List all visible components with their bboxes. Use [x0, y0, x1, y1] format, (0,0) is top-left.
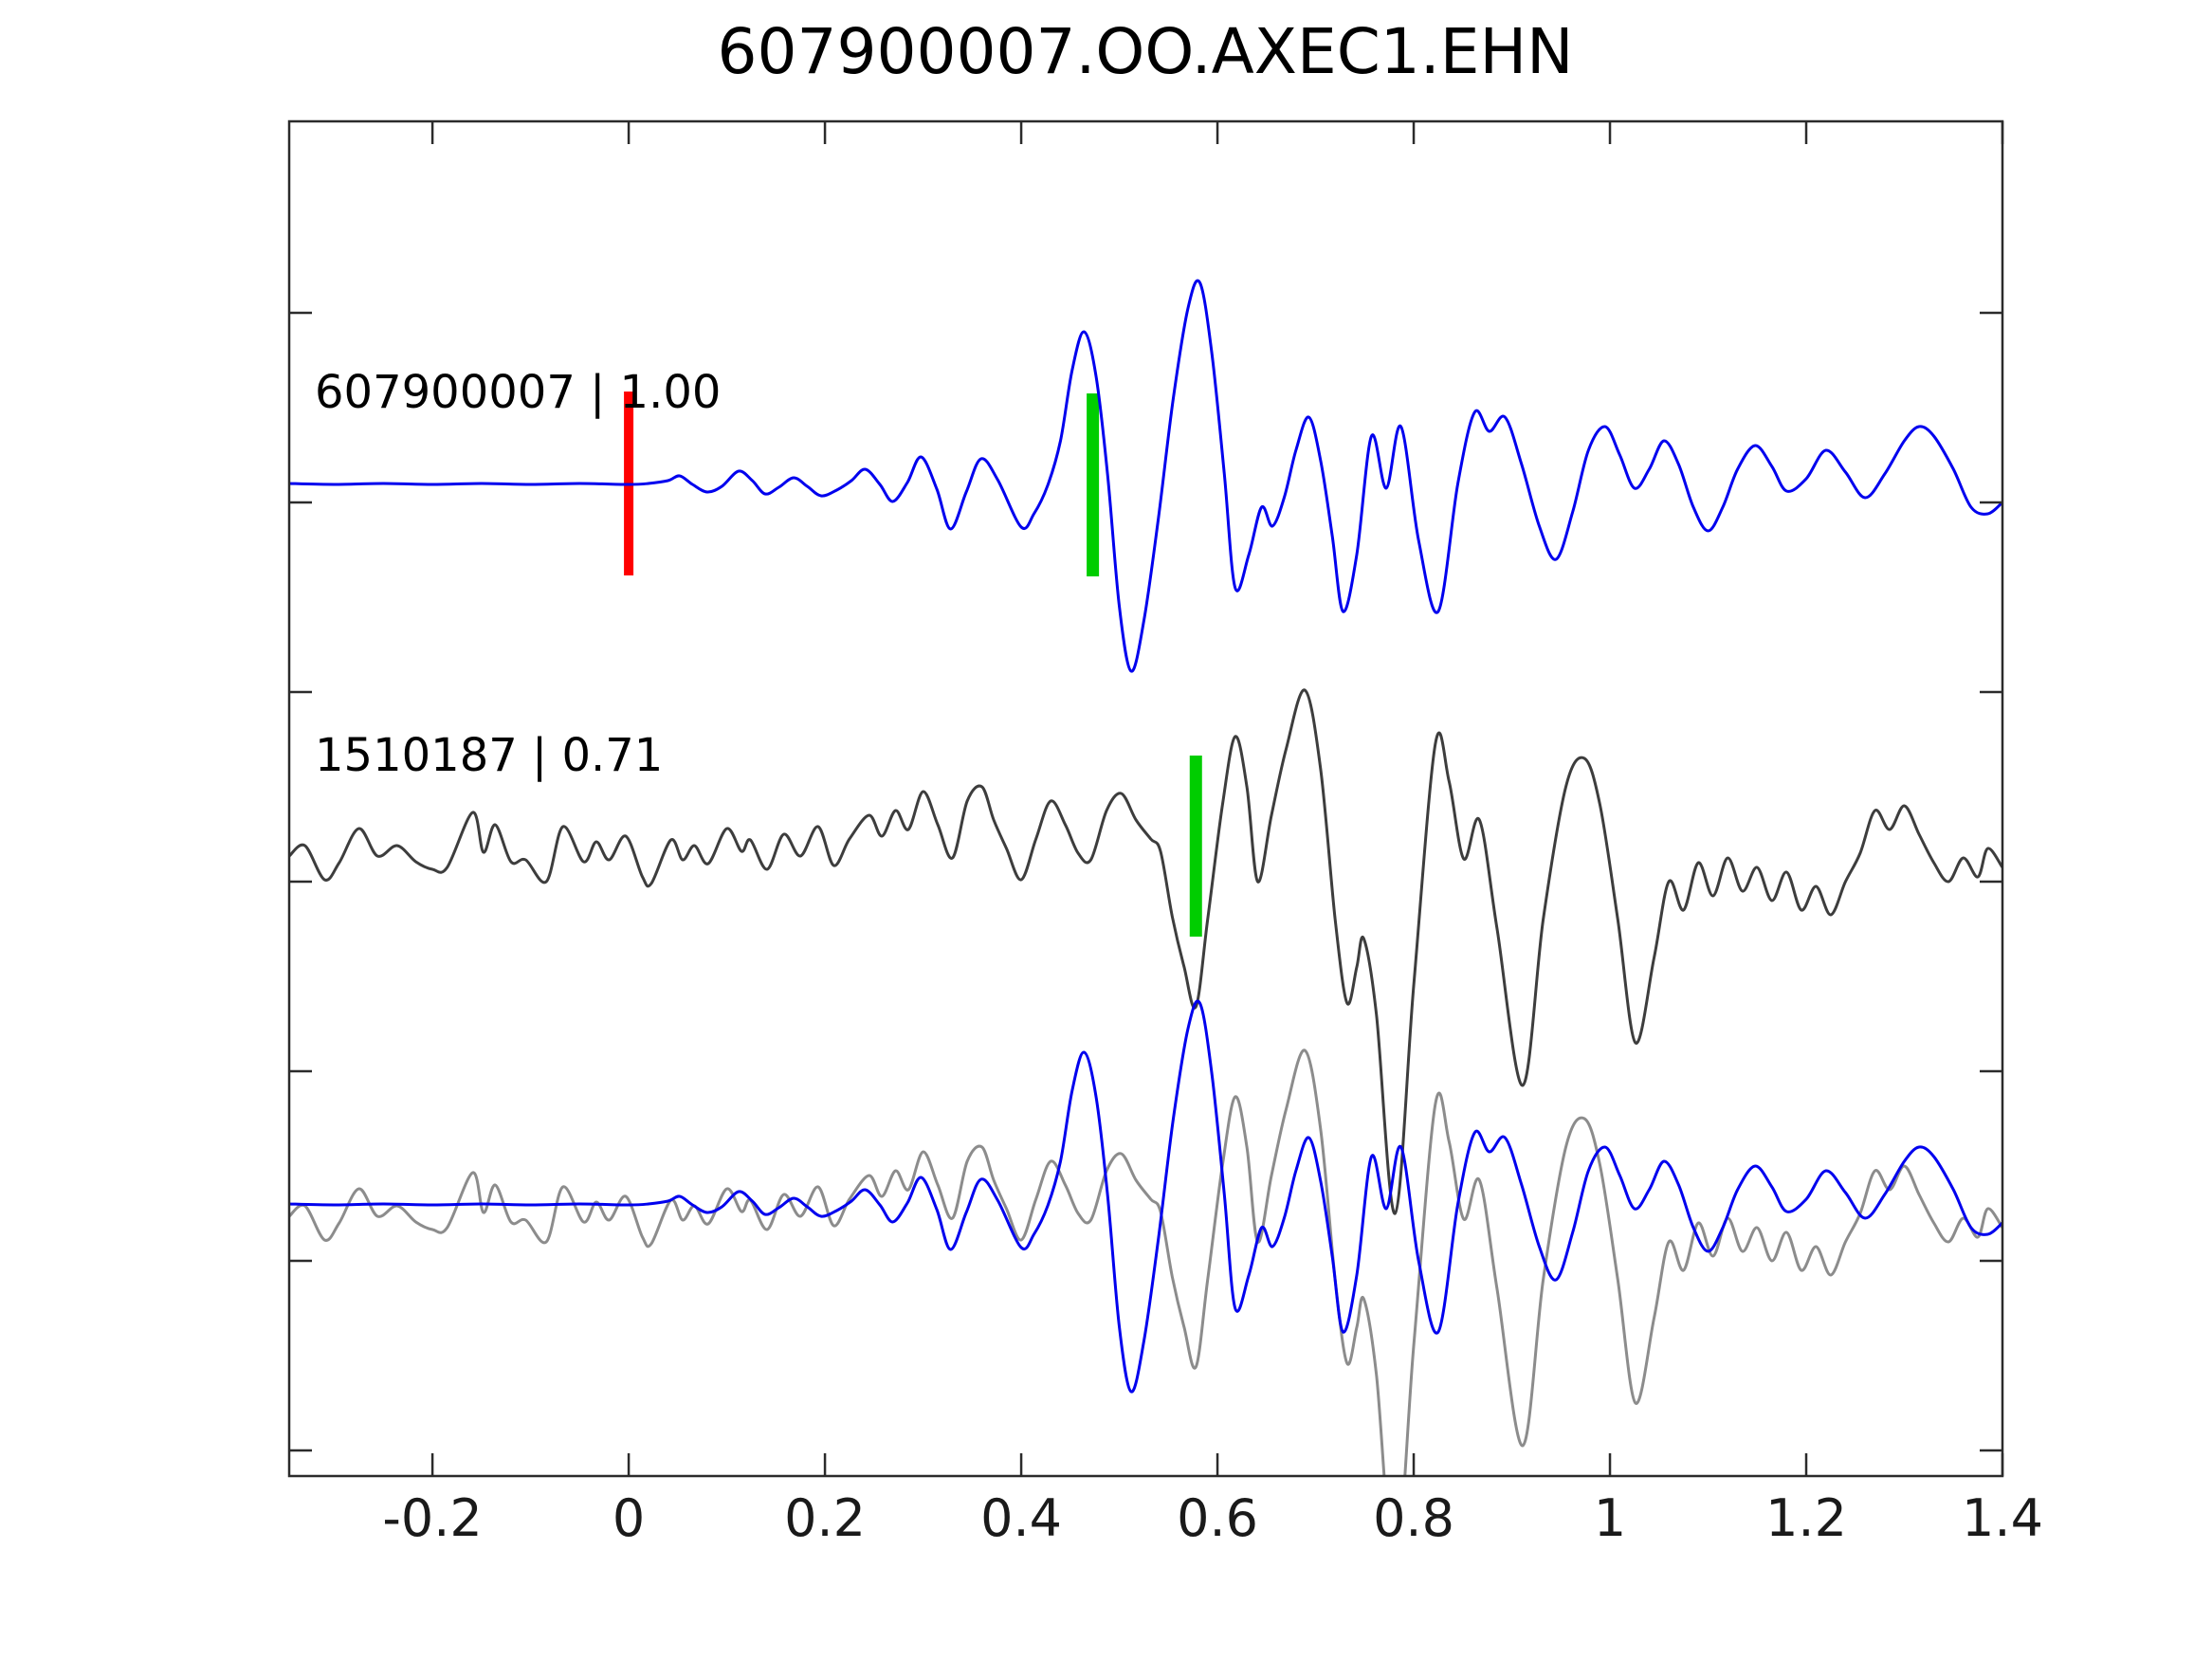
- waveform-overlay-template-1510187: [289, 1048, 2002, 1476]
- waveform-overlay-event-607900007: [289, 999, 2002, 1394]
- event-pick-marker: [1087, 393, 1100, 576]
- x-tick-label: -0.2: [382, 1488, 482, 1548]
- axes-border: [287, 119, 2004, 1478]
- waveform-template-1510187: [289, 688, 2002, 1215]
- waveform-event-607900007: [289, 279, 2002, 673]
- x-tick-label: 1.2: [1765, 1488, 1847, 1548]
- x-tick-label: 1: [1594, 1488, 1626, 1548]
- figure-title: 607900007.OO.AXEC1.EHN: [717, 15, 1574, 88]
- trace-label-event: 607900007 | 1.00: [315, 366, 722, 419]
- trace-label-template: 1510187 | 0.71: [315, 729, 664, 782]
- template-pick-marker: [1189, 756, 1202, 937]
- x-tick-label: 0: [612, 1488, 645, 1548]
- x-tick-label: 0.6: [1177, 1488, 1258, 1548]
- x-tick-label: 0.4: [980, 1488, 1062, 1548]
- x-tick-label: 0.8: [1373, 1488, 1454, 1548]
- x-tick-label: 1.4: [1962, 1488, 2043, 1548]
- x-tick-label: 0.2: [784, 1488, 866, 1548]
